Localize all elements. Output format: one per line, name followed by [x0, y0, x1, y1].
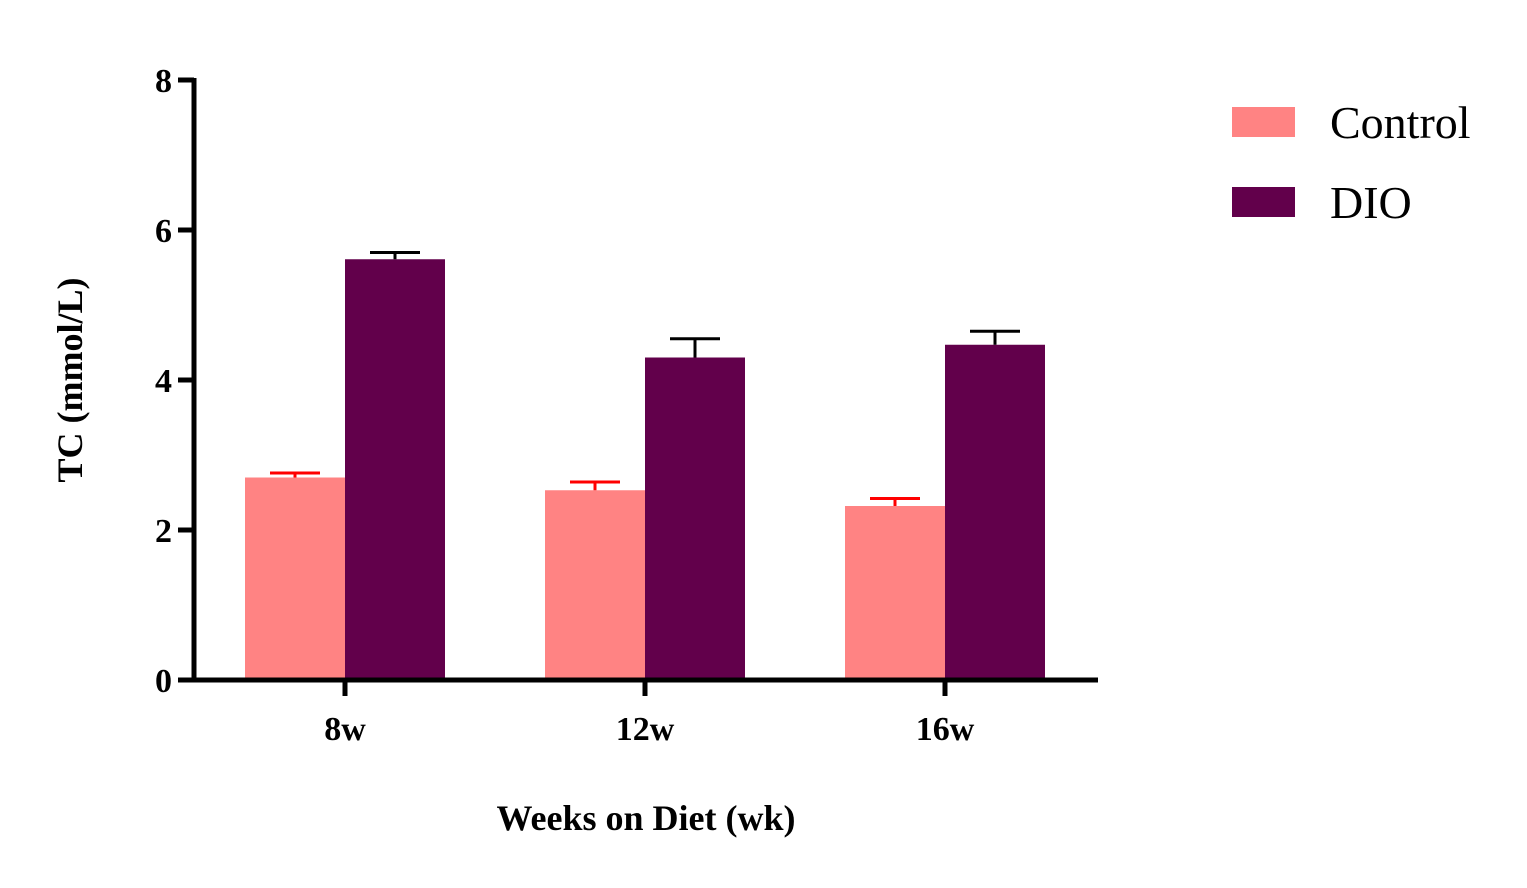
legend-label-dio: DIO — [1330, 177, 1412, 228]
y-ticks-layer: 0 2 4 6 8 — [155, 63, 194, 700]
bar-dio-8w — [345, 259, 445, 680]
x-ticks-layer: 8w 12w 16w — [324, 680, 975, 748]
error-bar-dio-12w — [670, 337, 720, 358]
y-axis-title: TC (mmol/L) — [50, 278, 90, 483]
error-bar-control-12w — [570, 480, 620, 491]
legend-swatch-control — [1232, 107, 1295, 137]
error-bar-control-8w — [270, 471, 320, 478]
bar-control-16w — [845, 506, 945, 680]
legend-label-control: Control — [1330, 97, 1471, 148]
bar-control-8w — [245, 477, 345, 680]
x-tick-label: 12w — [616, 711, 675, 748]
y-tick-label: 6 — [155, 213, 172, 250]
bar-control-12w — [545, 490, 645, 680]
legend: Control DIO — [1232, 97, 1471, 228]
y-tick-label: 0 — [155, 663, 172, 700]
bar-dio-16w — [945, 344, 1045, 680]
x-axis-title: Weeks on Diet (wk) — [497, 798, 796, 838]
bars-layer — [245, 259, 1045, 680]
bar-dio-12w — [645, 357, 745, 680]
y-tick-label: 2 — [155, 513, 172, 550]
x-tick-label: 16w — [916, 711, 975, 748]
legend-swatch-dio — [1232, 187, 1295, 217]
error-bar-dio-16w — [970, 329, 1020, 345]
x-tick-label: 8w — [324, 711, 366, 748]
error-bar-dio-8w — [370, 251, 420, 260]
y-tick-label: 8 — [155, 63, 172, 100]
error-bar-control-16w — [870, 497, 920, 506]
error-bars-layer — [270, 251, 1020, 506]
y-tick-label: 4 — [155, 363, 172, 400]
